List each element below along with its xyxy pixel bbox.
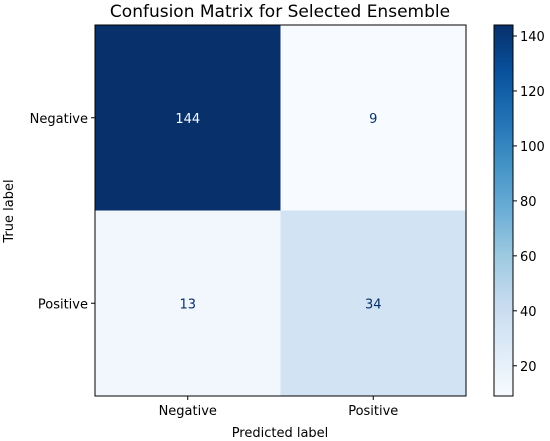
plot-frame: [94, 24, 467, 397]
x-axis-label: Predicted label: [232, 426, 329, 441]
colorbar-tick-label: 60: [520, 250, 537, 265]
matrix-cell: [280, 25, 466, 211]
cell-value-label: 9: [369, 112, 377, 127]
colorbar-tick-label: 120: [520, 85, 545, 100]
matrix-cells: 144 9 13 34: [95, 25, 466, 396]
cell-value-label: 34: [365, 297, 382, 312]
y-axis: Negative Positive: [30, 112, 95, 312]
y-axis-label: True label: [2, 179, 17, 243]
chart-title: Confusion Matrix for Selected Ensemble: [110, 2, 450, 22]
colorbar-tick-label: 140: [520, 30, 545, 45]
x-tick-label: Positive: [348, 404, 398, 419]
colorbar-axis: 20 40 60 80 100 120 140: [513, 30, 545, 375]
colorbar: [493, 24, 514, 397]
y-tick-label: Negative: [30, 112, 88, 127]
cell-value-label: 13: [179, 297, 196, 312]
matrix-cell: [95, 210, 281, 396]
matrix-cell: [280, 210, 466, 396]
matrix-cell: [95, 25, 281, 211]
colorbar-tick-label: 40: [520, 305, 537, 320]
x-tick-label: Negative: [159, 404, 217, 419]
colorbar-tick-label: 100: [520, 140, 545, 155]
y-tick-label: Positive: [38, 297, 88, 312]
cell-value-label: 144: [175, 112, 200, 127]
colorbar-tick-label: 80: [520, 195, 537, 210]
x-axis: Negative Positive: [159, 396, 398, 419]
colorbar-tick-label: 20: [520, 360, 537, 375]
